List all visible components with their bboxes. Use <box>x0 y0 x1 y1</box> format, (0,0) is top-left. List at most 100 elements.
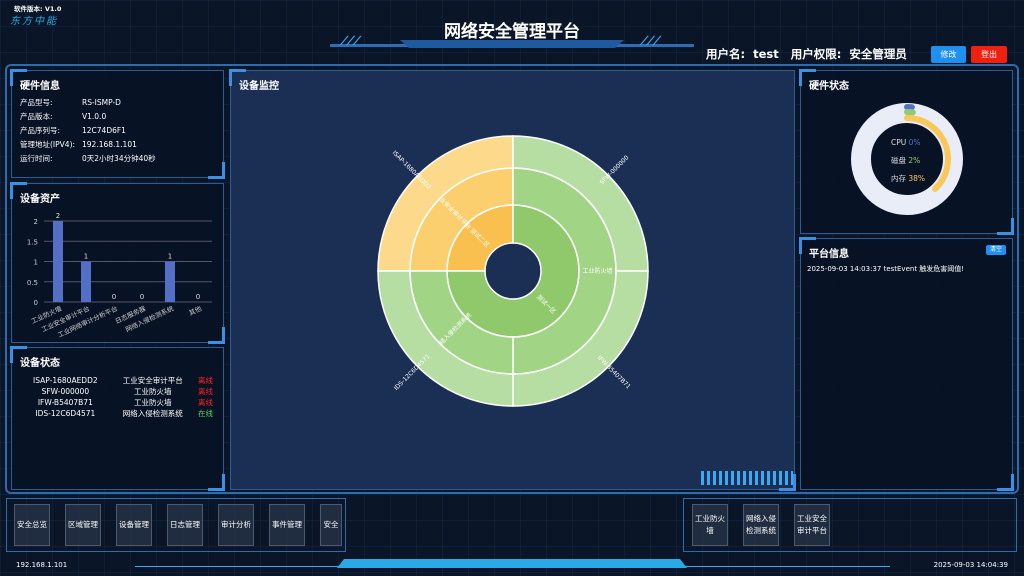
y-tick-label: 1 <box>34 259 38 267</box>
info-value: 12C74D6F1 <box>82 126 126 135</box>
disk-value: 2% <box>908 156 921 165</box>
username: test <box>753 47 779 61</box>
device-type: 工业安全审计平台 <box>122 376 183 385</box>
nav-button[interactable]: 安全总览 <box>14 504 50 546</box>
y-tick-label: 1.5 <box>27 238 38 246</box>
hardware-info-panel: 硬件信息 产品型号: RS-ISMP-D 产品版本: V1.0.0 产品序列号: 12C7… <box>10 69 225 179</box>
table-row: IDS-12C6D4571 网络入侵检测系统 在线 <box>20 408 216 419</box>
info-row: 产品序列号: 12C74D6F1 <box>20 125 126 136</box>
bar-value-label: 1 <box>84 253 88 261</box>
device-monitor-panel: 设备监控 测试二区 测试一区 工业安全审计平台 工业防火墙 网络入侵检测系统 ISAP-1… <box>229 69 796 491</box>
bar <box>81 261 91 302</box>
user-label: 用户名: <box>706 47 746 61</box>
device-state: 在线 <box>197 409 213 418</box>
info-row: 运行时间: 0天2小时34分钟40秒 <box>20 153 156 164</box>
y-tick-label: 2 <box>34 218 38 226</box>
footer-bar <box>337 559 687 568</box>
bar-value-label: 1 <box>168 253 172 261</box>
mem-label: 内存 <box>891 174 906 183</box>
nav-button[interactable]: 日志管理 <box>167 504 203 546</box>
panel-title: 硬件状态 <box>809 81 849 92</box>
mem-value: 38% <box>908 174 926 183</box>
device-sunburst-chart: 测试二区测试一区工业安全审计平台工业防火墙网络入侵检测系统ISAP-1680AE… <box>377 135 649 407</box>
x-tick-label: 其他 <box>187 303 203 317</box>
deco-bars <box>701 471 793 485</box>
device-type: 工业防火墙 <box>134 398 172 407</box>
device-id: IDS-12C6D4571 <box>35 409 96 418</box>
panel-title: 设备监控 <box>239 81 279 92</box>
logo: 东方中能 <box>10 16 58 27</box>
device-state: 离线 <box>197 387 213 396</box>
cpu-label: CPU <box>891 138 907 147</box>
asset-bar-chart: 00.511.522工业防火墙1工业安全审计平台0工业网络审计分析平台0日志服务… <box>27 212 212 339</box>
table-row: ISAP-1680AEDD2 工业安全审计平台 离线 <box>20 375 216 386</box>
bar <box>165 261 175 302</box>
device-type: 网络入侵检测系统 <box>122 409 183 418</box>
user-info: 用户名: test 用户权限: 安全管理员 <box>706 46 907 62</box>
clear-button[interactable]: 清空 <box>986 245 1006 255</box>
bar <box>53 221 63 302</box>
role: 安全管理员 <box>849 47 907 61</box>
disk-label: 磁盘 <box>891 156 906 165</box>
device-id: SFW-000000 <box>41 387 90 396</box>
bar-value-label: 2 <box>56 212 60 220</box>
info-key: 运行时间: <box>20 154 53 163</box>
role-label: 用户权限: <box>790 47 842 61</box>
info-key: 管理地址(IPV4): <box>20 140 76 149</box>
info-key: 产品版本: <box>20 112 53 121</box>
info-row: 产品型号: RS-ISMP-D <box>20 97 121 108</box>
header-deco-left: ⟋⟋⟋ <box>340 34 361 48</box>
device-id: ISAP-1680AEDD2 <box>33 376 98 385</box>
cpu-value: 0% <box>908 138 921 147</box>
device-state: 离线 <box>197 376 213 385</box>
nav-button[interactable]: 审计分析 <box>218 504 254 546</box>
info-key: 产品序列号: <box>20 126 61 135</box>
header-bar <box>400 40 624 48</box>
y-tick-label: 0 <box>34 299 38 307</box>
sunburst-segment[interactable] <box>377 270 514 407</box>
page-title: 网络安全管理平台 <box>444 22 580 42</box>
bar-value-label: 0 <box>196 293 200 301</box>
version-text: 软件版本: V1.0 <box>14 5 62 13</box>
hardware-gauge <box>851 103 963 215</box>
logout-button[interactable]: 登出 <box>971 46 1007 63</box>
gauge-arc <box>904 115 951 192</box>
nav-right-frame <box>683 498 1017 552</box>
message-item: 2025-09-03 14:03:37 testEvent 触发危害阈值! <box>807 265 965 273</box>
info-value: RS-ISMP-D <box>82 98 121 107</box>
nav-device-button[interactable]: 工业防火墙 <box>692 504 728 546</box>
nav-left-frame <box>6 498 346 552</box>
nav-button[interactable]: 事件管理 <box>269 504 305 546</box>
hardware-status-panel: 硬件状态 CPU 0% 磁盘 2% 内存 38% <box>799 69 1014 235</box>
bar-value-label: 0 <box>140 293 144 301</box>
info-key: 产品型号: <box>20 98 53 107</box>
gauge-legend: CPU 0% 磁盘 2% 内存 38% <box>891 134 925 188</box>
device-status-table: ISAP-1680AEDD2 工业安全审计平台 离线 SFW-000000 工业防火墙离… <box>20 375 216 419</box>
bar-value-label: 0 <box>112 293 116 301</box>
nav-button[interactable]: 区域管理 <box>65 504 101 546</box>
panel-title: 硬件信息 <box>20 81 60 92</box>
nav-button[interactable]: 设备管理 <box>116 504 152 546</box>
header-deco-right: ⟋⟋⟋ <box>640 34 661 48</box>
panel-title: 平台信息 <box>809 249 849 260</box>
footer-ip: 192.168.1.101 <box>16 561 68 569</box>
info-row: 管理地址(IPV4): 192.168.1.101 <box>20 139 137 150</box>
info-row: 产品版本: V1.0.0 <box>20 111 106 122</box>
footer-time: 2025-09-03 14:04:39 <box>933 561 1008 569</box>
assets-panel: 设备资产 0 0.5 1 1.5 2 2 工业防火墙 1 工业安全审计平台 0 工业网络审计分析平台… <box>10 182 225 344</box>
panel-title: 设备状态 <box>20 358 60 369</box>
main-frame <box>5 64 1019 494</box>
edit-button[interactable]: 修改 <box>931 46 966 63</box>
device-state: 离线 <box>197 398 213 407</box>
device-status-panel: 设备状态 ISAP-1680AEDD2 工业安全审计平台 离线 SFW-000000 工… <box>10 346 225 491</box>
info-value: 0天2小时34分钟40秒 <box>82 154 156 163</box>
nav-device-button[interactable]: 网络入侵检测系统 <box>743 504 779 546</box>
platform-info-panel: 平台信息 清空 2025-09-03 14:03:37 testEvent 触发… <box>799 237 1014 491</box>
table-row: IFW-B5407B71 工业防火墙 离线 <box>20 397 216 408</box>
y-tick-label: 0.5 <box>27 279 38 287</box>
nav-button[interactable]: 安全 <box>320 504 342 546</box>
table-row: SFW-000000 工业防火墙 离线 <box>20 386 216 397</box>
sunburst-label: 工业防火墙 <box>582 267 612 275</box>
device-type: 工业防火墙 <box>134 387 172 396</box>
nav-device-button[interactable]: 工业安全审计平台 <box>794 504 830 546</box>
